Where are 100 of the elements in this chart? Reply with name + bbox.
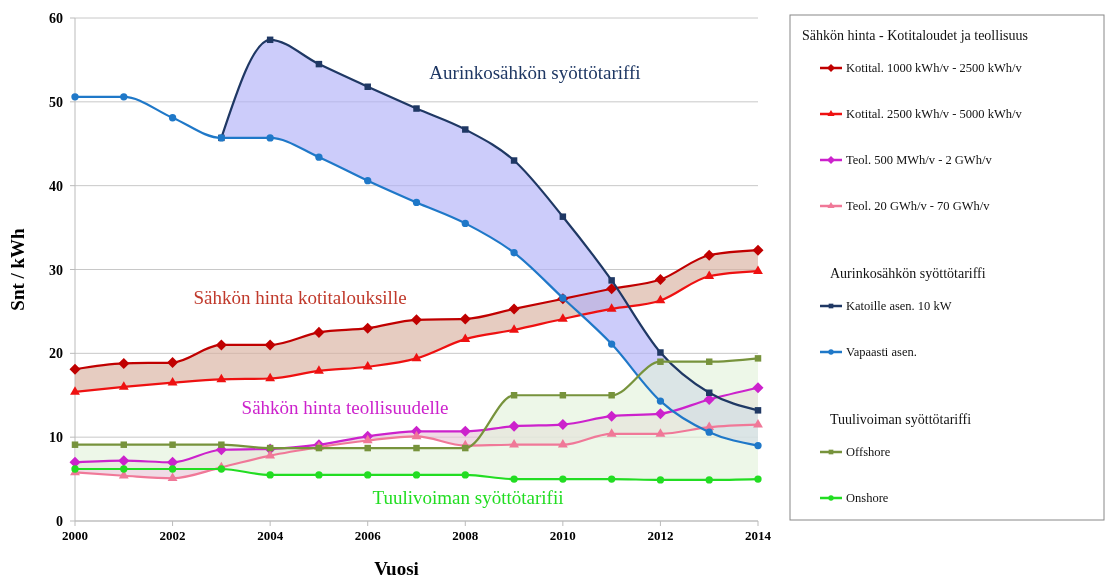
point <box>218 441 225 448</box>
point <box>460 333 471 342</box>
point <box>752 244 764 256</box>
point <box>656 476 665 484</box>
point <box>314 365 324 374</box>
point <box>120 441 128 448</box>
point <box>120 465 128 473</box>
point <box>509 439 519 448</box>
point <box>754 441 762 450</box>
point <box>510 249 518 257</box>
point <box>754 407 762 414</box>
point <box>362 434 373 444</box>
legend-label: Katoille asen. 10 kW <box>846 299 952 313</box>
y-tick-label: 0 <box>56 514 63 529</box>
point <box>462 126 469 133</box>
annotation: Sähkön hinta teollisuudelle <box>241 397 449 419</box>
point <box>459 425 471 437</box>
text: Tuulivoiman syöttötariffi <box>830 412 972 427</box>
y-tick-label: 10 <box>49 430 63 446</box>
point <box>216 373 227 383</box>
point <box>508 303 520 315</box>
legend-label: Offshore <box>846 445 891 459</box>
point <box>705 428 713 436</box>
point <box>705 389 713 396</box>
point <box>411 430 422 440</box>
point <box>655 428 666 437</box>
point <box>362 322 374 334</box>
y-tick-label: 50 <box>49 94 63 110</box>
x-tick-label: 2014 <box>745 528 772 543</box>
y-tick-label: 20 <box>49 346 63 362</box>
point <box>703 249 715 261</box>
x-tick-label: 2000 <box>62 528 88 543</box>
point <box>557 439 568 448</box>
y-tick-label: 30 <box>49 262 63 278</box>
legend-label: Kotital. 1000 kWh/v - 2500 kWh/v <box>846 61 1023 75</box>
point <box>264 339 276 351</box>
text: Sähkön hinta - Kotitaloudet ja teollisuus <box>802 28 1028 43</box>
point <box>510 475 518 483</box>
x-tick-label: 2006 <box>354 528 382 543</box>
text: Aurinkosähkön syöttötariffi <box>830 266 986 281</box>
point <box>410 314 423 326</box>
annotation: Aurinkosähkön syöttötariffi <box>429 62 641 84</box>
point <box>657 349 664 356</box>
point <box>118 381 129 390</box>
point <box>71 441 79 448</box>
point <box>655 294 666 304</box>
legend-label: Onshore <box>846 491 889 505</box>
point <box>461 219 469 228</box>
point <box>705 476 713 484</box>
point <box>754 355 762 362</box>
x-tick-label: 2004 <box>257 528 284 543</box>
annotation: Tuulivoiman syöttötarifii <box>372 487 564 509</box>
x-tick-label: 2010 <box>549 528 576 543</box>
point <box>315 153 323 161</box>
point <box>169 441 176 448</box>
point <box>657 358 664 365</box>
point <box>167 357 179 369</box>
y-axis-title: Snt / kWh <box>7 227 28 311</box>
legend-label: Teol. 20 GWh/v - 70 GWh/v <box>846 199 991 213</box>
point <box>753 265 763 275</box>
point <box>654 408 666 420</box>
point <box>461 471 469 479</box>
point <box>606 410 618 422</box>
point <box>459 313 471 325</box>
point <box>167 376 178 386</box>
point <box>217 465 226 473</box>
x-tick-label: 2002 <box>159 528 186 543</box>
point <box>557 419 569 431</box>
point <box>752 382 764 394</box>
point <box>266 471 274 479</box>
point <box>656 397 665 405</box>
point <box>412 198 421 207</box>
point <box>559 475 567 483</box>
annotation: Sähkön hinta kotitalouksille <box>193 287 407 309</box>
x-axis-title: Vuosi <box>374 558 419 577</box>
point <box>364 444 371 452</box>
point <box>313 326 325 338</box>
point <box>412 471 421 479</box>
legend-label: Teol. 500 MWh/v - 2 GWh/v <box>846 153 993 167</box>
point <box>71 93 79 101</box>
point <box>168 465 177 473</box>
point <box>364 83 371 90</box>
y-tick-label: 40 <box>49 178 63 194</box>
point <box>607 340 616 348</box>
point <box>168 114 177 122</box>
point <box>559 213 567 220</box>
point <box>607 475 616 483</box>
point <box>508 420 520 432</box>
point <box>315 471 323 479</box>
point <box>606 303 617 312</box>
point <box>509 324 519 333</box>
point <box>606 283 618 295</box>
point <box>266 134 274 142</box>
point <box>364 471 372 479</box>
point <box>705 358 713 365</box>
point <box>118 455 130 467</box>
point <box>654 274 666 286</box>
point <box>413 444 420 452</box>
point <box>608 277 615 284</box>
point <box>118 357 130 369</box>
